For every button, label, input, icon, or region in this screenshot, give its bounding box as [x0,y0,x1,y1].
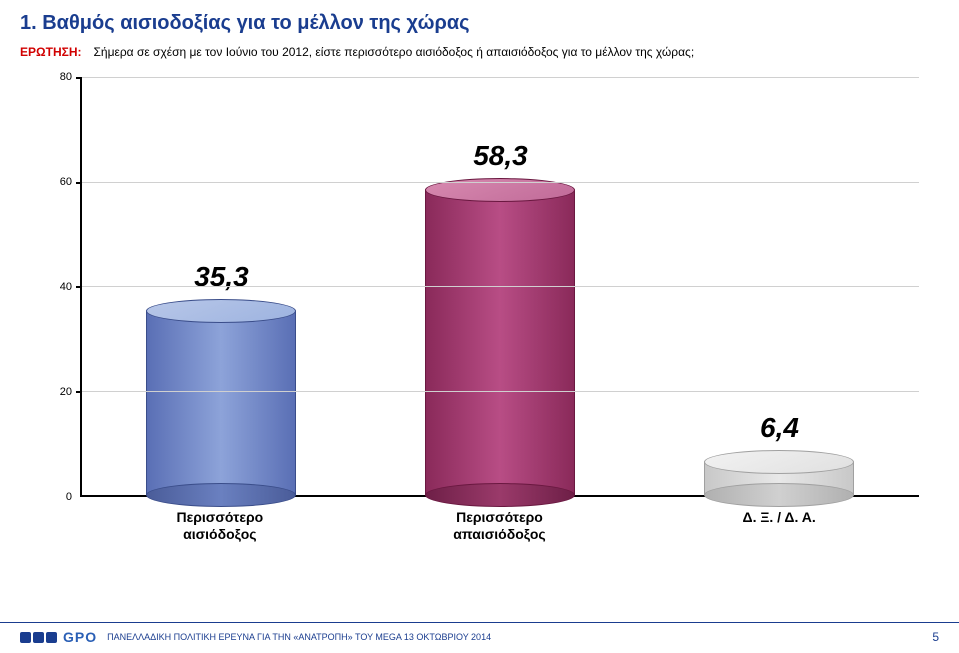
plot-area: 35,3 58,3 6,4 [80,77,919,497]
x-axis-label: Περισσότεροαπαισιόδοξος [382,509,617,543]
cylinder-body [425,190,575,495]
question-text: Σήμερα σε σχέση με τον Ιούνιο του 2012, … [94,45,695,59]
x-axis-labels: Περισσότεροαισιόδοξος Περισσότεροαπαισιόδ… [80,509,919,543]
cylinder-bar: 58,3 [425,190,575,495]
cylinder-bar: 35,3 [146,311,296,495]
question-row: ΕΡΩΤΗΣΗ: Σήμερα σε σχέση με τον Ιούνιο τ… [0,41,959,59]
footer: GPO ΠΑΝΕΛΛΑΔΙΚΗ ΠΟΛΙΤΙΚΗ ΕΡΕΥΝΑ ΓΙΑ ΤΗΝ … [0,622,959,645]
y-tick-label: 80 [60,71,72,83]
page-number: 5 [932,630,939,644]
bar-value-label: 6,4 [760,412,799,444]
bar-value-label: 35,3 [194,261,249,293]
footer-text: ΠΑΝΕΛΛΑΔΙΚΗ ΠΟΛΙΤΙΚΗ ΕΡΕΥΝΑ ΓΙΑ ΤΗΝ «ΑΝΑ… [107,632,491,642]
logo-square-icon [20,632,31,643]
cylinder-bar: 6,4 [704,462,854,495]
gridline [76,286,919,287]
cylinder-top [704,450,854,474]
cylinder-bottom [425,483,575,507]
cylinder-body [146,311,296,495]
y-tick-label: 20 [60,386,72,398]
y-tick-label: 40 [60,281,72,293]
y-tick-label: 60 [60,176,72,188]
chart: 020406080 35,358,36,4 Περισσότεροαισιόδο… [80,77,919,537]
gridline [76,391,919,392]
cylinder-top [146,299,296,323]
logo: GPO [20,629,97,645]
gridline [76,182,919,183]
cylinder-bottom [704,483,854,507]
cylinder-bottom [146,483,296,507]
x-axis-label: Περισσότεροαισιόδοξος [102,509,337,543]
gridline [76,77,919,78]
logo-text: GPO [63,629,97,645]
bar-value-label: 58,3 [473,140,528,172]
logo-square-icon [46,632,57,643]
x-axis-label: Δ. Ξ. / Δ. Α. [662,509,897,543]
question-label: ΕΡΩΤΗΣΗ: [20,45,82,59]
logo-square-icon [33,632,44,643]
page-title: 1. Βαθμός αισιοδοξίας για το μέλλον της … [20,12,939,35]
y-tick-label: 0 [66,491,72,503]
